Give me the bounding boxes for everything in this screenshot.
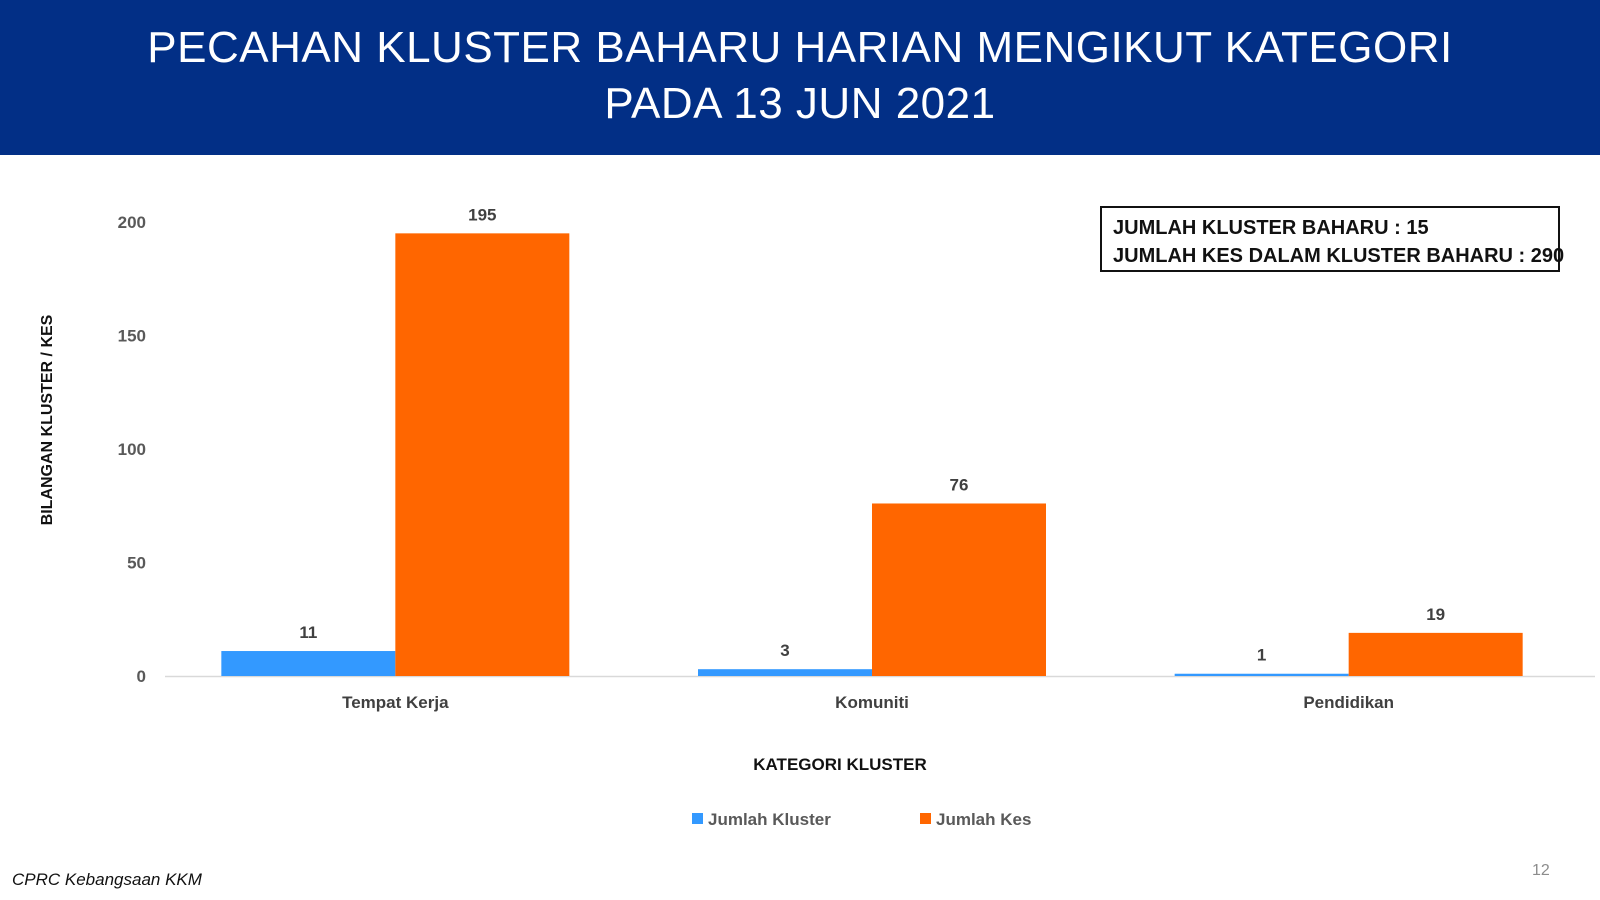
legend-swatch	[920, 813, 931, 824]
y-axis-title: BILANGAN KLUSTER / KES	[39, 314, 56, 525]
slide-title-line-2: PADA 13 JUN 2021	[604, 79, 996, 128]
data-label: 11	[299, 623, 317, 642]
legend-label: Jumlah Kes	[936, 810, 1031, 829]
source-footer: CPRC Kebangsaan KKM	[12, 870, 202, 889]
slide-title-line-1: PECAHAN KLUSTER BAHARU HARIAN MENGIKUT K…	[147, 23, 1453, 72]
x-tick-label: Tempat Kerja	[342, 693, 449, 712]
y-tick-label: 200	[118, 213, 146, 232]
slide-header: PECAHAN KLUSTER BAHARU HARIAN MENGIKUT K…	[0, 0, 1600, 155]
bar-kluster	[1174, 673, 1349, 676]
data-label: 19	[1426, 605, 1445, 624]
legend-swatch	[692, 813, 703, 824]
data-label: 76	[950, 475, 969, 494]
bar-kluster	[221, 651, 396, 676]
y-tick-label: 0	[137, 667, 146, 686]
bar-kes	[1348, 632, 1523, 676]
data-label: 195	[468, 205, 496, 224]
summary-total-cases: JUMLAH KES DALAM KLUSTER BAHARU : 290	[1113, 245, 1565, 267]
x-tick-label: Komuniti	[835, 693, 909, 712]
y-tick-label: 150	[118, 327, 146, 346]
summary-box: JUMLAH KLUSTER BAHARU : 15 JUMLAH KES DA…	[1100, 206, 1565, 272]
y-tick-label: 100	[118, 440, 146, 459]
legend-label: Jumlah Kluster	[708, 810, 831, 829]
bar-kluster	[698, 669, 872, 676]
x-axis-title: KATEGORI KLUSTER	[753, 755, 926, 774]
data-label: 1	[1257, 646, 1266, 665]
y-tick-label: 50	[127, 554, 146, 573]
summary-total-clusters: JUMLAH KLUSTER BAHARU : 15	[1113, 217, 1429, 239]
bar-kes	[872, 503, 1046, 676]
x-tick-label: Pendidikan	[1303, 693, 1394, 712]
bar-kes	[395, 233, 570, 676]
data-label: 3	[780, 641, 789, 660]
page-number: 12	[1532, 862, 1550, 879]
